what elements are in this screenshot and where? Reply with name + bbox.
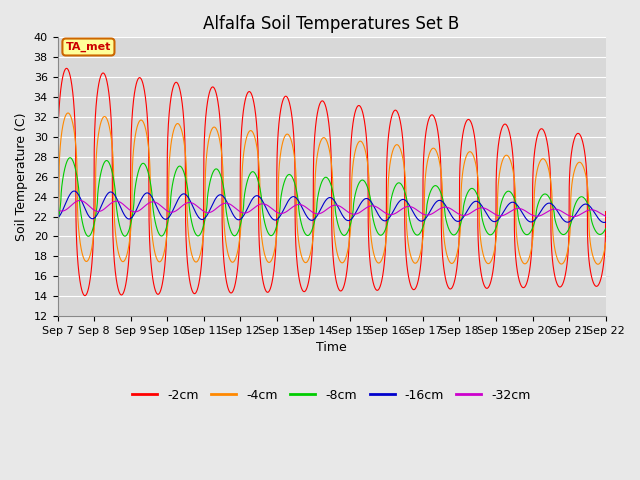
-8cm xyxy=(172,170,179,176)
-16cm xyxy=(602,219,609,225)
-8cm xyxy=(207,176,215,181)
Line: -32cm: -32cm xyxy=(58,201,605,216)
-32cm xyxy=(172,208,179,214)
Y-axis label: Soil Temperature (C): Soil Temperature (C) xyxy=(15,112,28,241)
-4cm xyxy=(602,241,609,247)
Line: -16cm: -16cm xyxy=(58,191,605,222)
Line: -8cm: -8cm xyxy=(58,158,605,236)
Line: -2cm: -2cm xyxy=(58,68,605,296)
-16cm xyxy=(550,203,557,209)
-2cm xyxy=(63,65,70,71)
-2cm xyxy=(602,209,609,215)
-32cm xyxy=(570,214,577,219)
-4cm xyxy=(207,129,214,135)
-4cm xyxy=(54,227,61,232)
-8cm xyxy=(54,221,61,227)
Title: Alfalfa Soil Temperatures Set B: Alfalfa Soil Temperatures Set B xyxy=(204,15,460,33)
-16cm xyxy=(602,219,609,225)
-16cm xyxy=(600,219,608,225)
Legend: -2cm, -4cm, -8cm, -16cm, -32cm: -2cm, -4cm, -8cm, -16cm, -32cm xyxy=(127,384,536,407)
-4cm xyxy=(602,240,609,246)
Line: -4cm: -4cm xyxy=(58,113,605,264)
X-axis label: Time: Time xyxy=(316,341,347,354)
-4cm xyxy=(395,143,403,149)
-2cm xyxy=(54,179,61,184)
-32cm xyxy=(602,213,609,219)
-16cm xyxy=(395,199,403,205)
-32cm xyxy=(54,207,61,213)
-4cm xyxy=(64,110,72,116)
-4cm xyxy=(550,239,557,244)
-16cm xyxy=(207,205,214,211)
-16cm xyxy=(54,215,61,221)
-8cm xyxy=(385,212,393,218)
-32cm xyxy=(385,212,393,217)
-2cm xyxy=(207,86,215,92)
-2cm xyxy=(395,113,403,119)
-16cm xyxy=(385,215,393,221)
-4cm xyxy=(385,169,393,175)
-4cm xyxy=(172,123,179,129)
-16cm xyxy=(70,188,78,194)
-32cm xyxy=(602,213,609,219)
-2cm xyxy=(81,293,89,299)
-2cm xyxy=(550,268,557,274)
-8cm xyxy=(550,208,557,214)
Text: TA_met: TA_met xyxy=(66,42,111,52)
-2cm xyxy=(385,127,393,132)
-4cm xyxy=(594,261,602,267)
-16cm xyxy=(172,203,179,208)
-8cm xyxy=(602,226,609,232)
-8cm xyxy=(602,226,609,232)
-32cm xyxy=(550,206,557,212)
-32cm xyxy=(395,208,403,214)
-8cm xyxy=(395,180,403,186)
-8cm xyxy=(84,233,92,239)
-32cm xyxy=(207,209,214,215)
-2cm xyxy=(602,231,609,237)
-2cm xyxy=(172,80,179,85)
-8cm xyxy=(66,155,74,161)
-32cm xyxy=(76,198,84,204)
